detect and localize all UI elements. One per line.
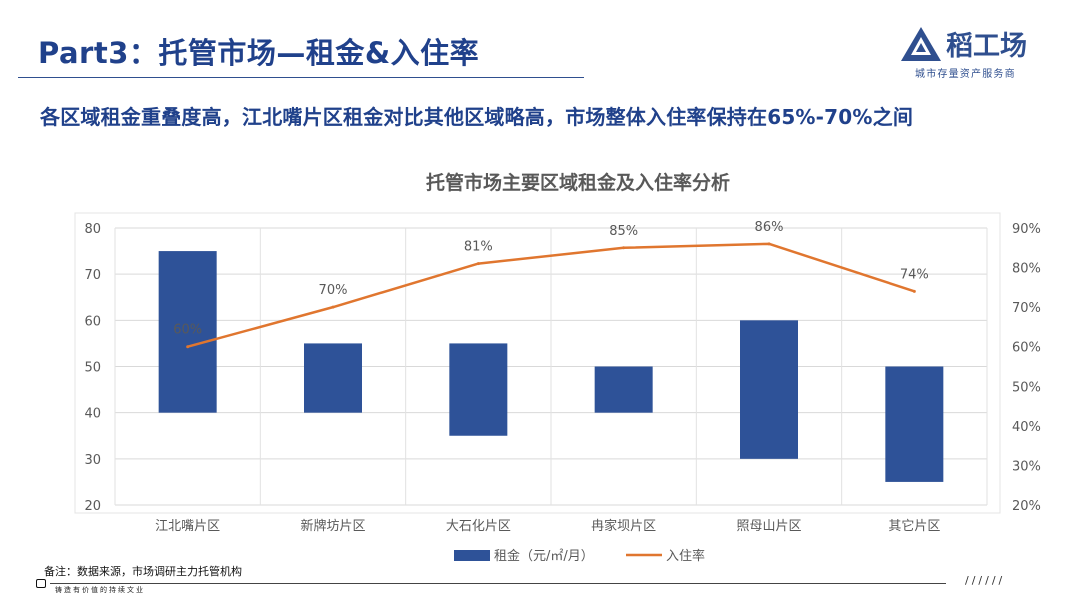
x-tick-label: 其它片区 xyxy=(888,518,940,534)
headline: 各区域租金重叠度高，江北嘴片区租金对比其他区域略高，市场整体入住率保持在65%-… xyxy=(40,105,914,129)
y-left-tick-label: 20 xyxy=(84,499,101,514)
legend-rent-swatch xyxy=(454,550,490,561)
occupancy-point xyxy=(622,246,626,250)
occupancy-point xyxy=(331,305,335,309)
y-left-tick-label: 30 xyxy=(84,453,101,468)
logo-mark-icon xyxy=(901,27,941,61)
note-icon xyxy=(36,579,46,588)
chart-frame xyxy=(74,212,1001,514)
legend: 租金（元/㎡/月） 入住率 xyxy=(454,548,705,564)
rent-bar xyxy=(449,343,508,436)
x-tick-label: 江北嘴片区 xyxy=(155,519,220,534)
rent-bar xyxy=(304,343,362,413)
y-right-tick-label: 20% xyxy=(1012,499,1041,514)
rent-bar xyxy=(594,366,653,413)
title-underline xyxy=(18,77,584,78)
rent-bar xyxy=(885,366,944,482)
occupancy-data-label: 74% xyxy=(900,267,929,282)
data-labels: 60% 70% 81% 85% 86% 74% xyxy=(173,220,929,338)
x-tick-label: 冉家坝片区 xyxy=(591,518,656,534)
y-left-tick-label: 60 xyxy=(84,314,101,329)
y-right-tick-label: 30% xyxy=(1012,459,1041,474)
occupancy-data-label: 86% xyxy=(755,220,784,235)
x-tick-label: 新牌坊片区 xyxy=(300,518,365,534)
legend-rent-label: 租金（元/㎡/月） xyxy=(494,548,594,564)
occupancy-point xyxy=(476,262,480,266)
rent-bar xyxy=(740,320,798,459)
occupancy-data-label: 85% xyxy=(609,224,638,239)
page-title: Part3：托管市场—租金&入住率 xyxy=(38,36,480,70)
y-left-tick-label: 70 xyxy=(84,268,101,283)
y-left-tick-label: 40 xyxy=(84,407,101,422)
y-right-tick-label: 60% xyxy=(1012,341,1041,356)
axes: 20 30 40 50 60 70 80 20% 30% 40% 50% 60% 70% 80% 90% 江北… xyxy=(84,222,1040,534)
y-right-tick-label: 80% xyxy=(1012,262,1041,277)
footer-divider xyxy=(50,583,946,584)
occupancy-data-label: 70% xyxy=(319,283,348,298)
logo-name: 稻工场 xyxy=(946,31,1027,62)
x-tick-label: 照母山片区 xyxy=(736,519,801,534)
y-right-tick-label: 50% xyxy=(1012,380,1041,395)
y-left-tick-label: 50 xyxy=(84,361,101,376)
brand-logo: 稻工场 城市存量资产服务商 xyxy=(900,24,1050,82)
rent-bar xyxy=(158,251,217,413)
y-right-tick-label: 90% xyxy=(1012,222,1041,237)
grid xyxy=(74,212,1001,514)
x-tick-label: 大石化片区 xyxy=(446,519,511,534)
rent-bars xyxy=(158,251,944,482)
y-right-tick-label: 70% xyxy=(1012,301,1041,316)
logo-tagline: 城市存量资产服务商 xyxy=(915,69,1016,80)
occupancy-point xyxy=(912,289,916,293)
source-note: 备注：数据来源，市场调研主力托管机构 xyxy=(44,565,242,578)
chart-title: 托管市场主要区域租金及入住率分析 xyxy=(426,171,730,194)
occupancy-point xyxy=(767,242,771,246)
legend-occupancy-label: 入住率 xyxy=(666,548,705,564)
occupancy-point xyxy=(186,345,190,349)
occupancy-line xyxy=(186,242,916,349)
y-right-tick-label: 40% xyxy=(1012,420,1041,435)
occupancy-data-label: 81% xyxy=(464,240,493,255)
occupancy-data-label: 60% xyxy=(173,323,202,338)
footer-dashes: ////// xyxy=(965,574,1006,587)
footer-slogan: 铸造有价值的持续文业 xyxy=(55,586,145,594)
y-left-tick-label: 80 xyxy=(84,222,101,237)
occupancy-line-path xyxy=(187,242,915,348)
